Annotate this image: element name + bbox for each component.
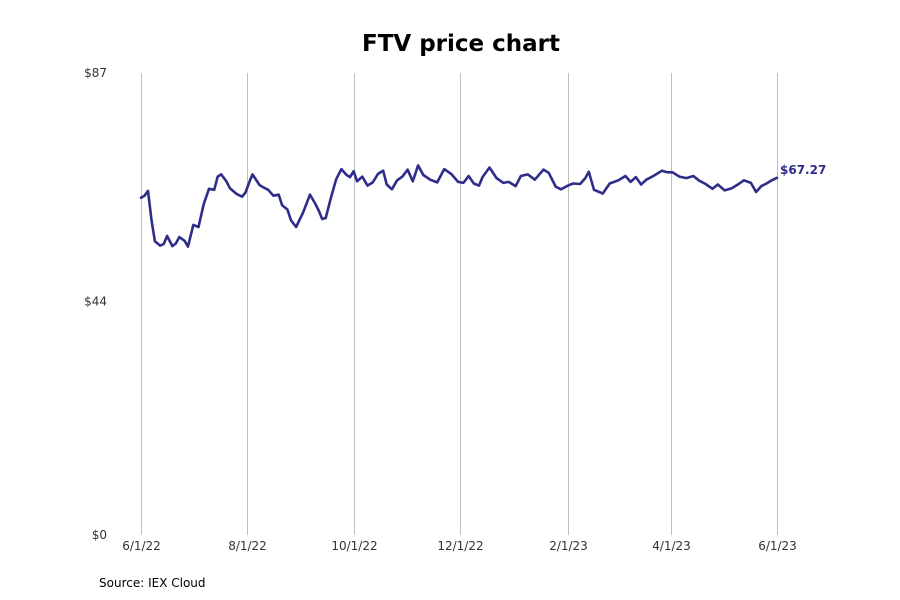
chart-title: FTV price chart bbox=[362, 31, 560, 57]
gridlines bbox=[141, 73, 778, 535]
series-layer: $67.27 bbox=[139, 163, 826, 248]
x-tick-label: 4/1/23 bbox=[652, 539, 691, 553]
last-price-label: $67.27 bbox=[780, 163, 826, 177]
x-tick-label: 2/1/23 bbox=[549, 539, 588, 553]
x-tick-label: 10/1/22 bbox=[331, 539, 377, 553]
price-series-line bbox=[139, 164, 779, 248]
source-note: Source: IEX Cloud bbox=[99, 576, 206, 590]
y-tick-label: $44 bbox=[84, 294, 107, 308]
x-tick-label: 12/1/22 bbox=[437, 539, 483, 553]
x-tick-label: 6/1/23 bbox=[758, 539, 797, 553]
y-tick-label: $87 bbox=[84, 66, 107, 80]
x-tick-label: 6/1/22 bbox=[122, 539, 161, 553]
y-tick-label: $0 bbox=[92, 528, 107, 542]
x-axis-ticks: 6/1/22 8/1/22 10/1/22 12/1/22 2/1/23 4/1/23 6/… bbox=[122, 539, 797, 553]
y-axis-ticks: $0 $44 $87 bbox=[84, 66, 107, 542]
x-tick-label: 8/1/22 bbox=[228, 539, 267, 553]
